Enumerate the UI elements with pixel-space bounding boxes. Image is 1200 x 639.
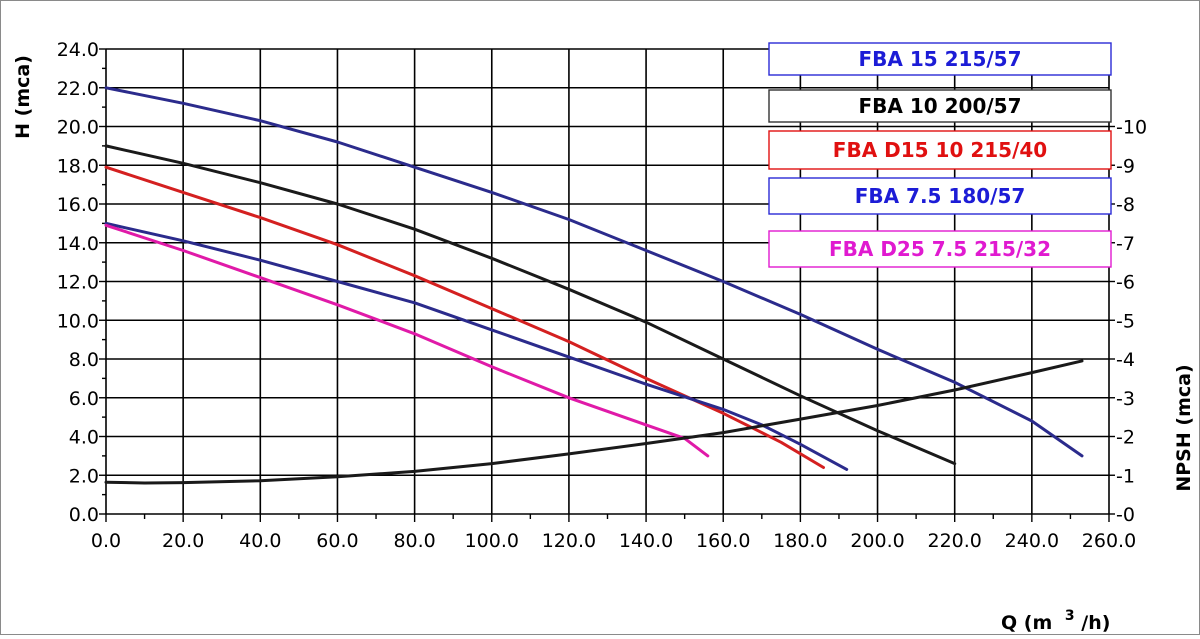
x-tick-label: 220.0 — [927, 530, 981, 552]
y2-tick-label: -0 — [1116, 504, 1135, 526]
x-axis-ticks: 0.0 20.0 40.0 60.0 80.0 100.0 120.0 140.0 160.0 1… — [91, 530, 1136, 552]
series-line-fba-15-215-57 — [104, 86, 1084, 458]
y-tick-label: 18.0 — [57, 155, 99, 177]
y2-tick-label: -1 — [1116, 465, 1135, 487]
y2-tick-label: -9 — [1116, 155, 1135, 177]
x-tick-label: 260.0 — [1082, 530, 1136, 552]
legend-item: FBA D15 10 215/40 — [768, 130, 1112, 170]
x-tick-label: 200.0 — [850, 530, 904, 552]
legend-box — [768, 89, 1112, 123]
y-axis-title: H (mca) — [12, 55, 34, 139]
y-tick-label: 0.0 — [69, 504, 99, 526]
series-line-fba-d15-10-215-40 — [104, 165, 825, 469]
x-tick-label: 240.0 — [1005, 530, 1059, 552]
grid-lines — [99, 48, 1115, 522]
x-tick-label: 20.0 — [162, 530, 204, 552]
x-tick-label: 160.0 — [696, 530, 750, 552]
x-axis-title-superscript: 3 — [1065, 608, 1075, 624]
series-line-fba-10-200-57 — [104, 144, 957, 466]
y-tick-label: 20.0 — [57, 117, 99, 139]
y2-tick-label: -4 — [1116, 349, 1135, 371]
x-tick-label: 0.0 — [91, 530, 121, 552]
y-tick-label: 16.0 — [57, 194, 99, 216]
y-tick-label: 4.0 — [69, 427, 99, 449]
y-tick-label: 22.0 — [57, 78, 99, 100]
x-axis-title: Q (m 3 /h) — [1001, 603, 1110, 634]
y2-axis-title: NPSH (mca) — [1173, 364, 1195, 491]
y2-tick-label: -7 — [1116, 233, 1135, 255]
y2-tick-label: -5 — [1116, 310, 1135, 332]
legend: FBA 15 215/57 FBA 10 200/57 FBA D15 10 215… — [768, 42, 1112, 268]
y-tick-label: 8.0 — [69, 349, 99, 371]
series-line-fba-7-5-180-57 — [104, 221, 849, 471]
legend-label: FBA 15 215/57 — [858, 47, 1021, 71]
x-tick-label: 120.0 — [542, 530, 596, 552]
x-tick-label: 140.0 — [619, 530, 673, 552]
series-layer — [104, 86, 1084, 485]
y-tick-label: 24.0 — [57, 39, 99, 61]
legend-box — [768, 177, 1112, 215]
legend-box — [768, 230, 1112, 268]
y2-tick-label: -8 — [1116, 194, 1135, 216]
x-tick-label: 80.0 — [393, 530, 435, 552]
x-tick-label: 100.0 — [465, 530, 519, 552]
legend-box — [768, 42, 1112, 76]
y-tick-label: 14.0 — [57, 233, 99, 255]
y2-tick-label: -6 — [1116, 272, 1135, 294]
legend-item: FBA 7.5 180/57 — [768, 177, 1112, 215]
legend-box — [768, 130, 1112, 170]
y-tick-label: 12.0 — [57, 272, 99, 294]
y2-axis-ticks: -0 -1 -2 -3 -4 -5 -6 -7 -8 -9 -10 — [1116, 117, 1147, 527]
x-tick-label: 180.0 — [773, 530, 827, 552]
x-axis-title-end: /h) — [1081, 612, 1110, 634]
series-line-fba-d25-7-5-215-32 — [104, 223, 710, 458]
series-line-npsh — [104, 359, 1084, 485]
y2-tick-label: -10 — [1116, 117, 1147, 139]
y2-tick-label: -2 — [1116, 427, 1135, 449]
legend-label: FBA 10 200/57 — [858, 94, 1021, 118]
legend-label: FBA 7.5 180/57 — [855, 184, 1026, 208]
legend-label: FBA D25 7.5 215/32 — [829, 237, 1051, 261]
legend-item: FBA D25 7.5 215/32 — [768, 230, 1112, 268]
y2-tick-label: -3 — [1116, 388, 1135, 410]
y-tick-label: 6.0 — [69, 388, 99, 410]
legend-item: FBA 15 215/57 — [768, 42, 1112, 76]
x-tick-label: 40.0 — [239, 530, 281, 552]
y-tick-label: 10.0 — [57, 310, 99, 332]
y-axis-ticks: 0.0 2.0 4.0 6.0 8.0 10.0 12.0 14.0 16.0 18.0 20.0 2… — [57, 39, 99, 526]
legend-item: FBA 10 200/57 — [768, 89, 1112, 123]
x-tick-label: 60.0 — [316, 530, 358, 552]
legend-label: FBA D15 10 215/40 — [833, 138, 1047, 162]
x-axis-title-main: Q (m — [1001, 612, 1052, 634]
y-tick-label: 2.0 — [69, 465, 99, 487]
